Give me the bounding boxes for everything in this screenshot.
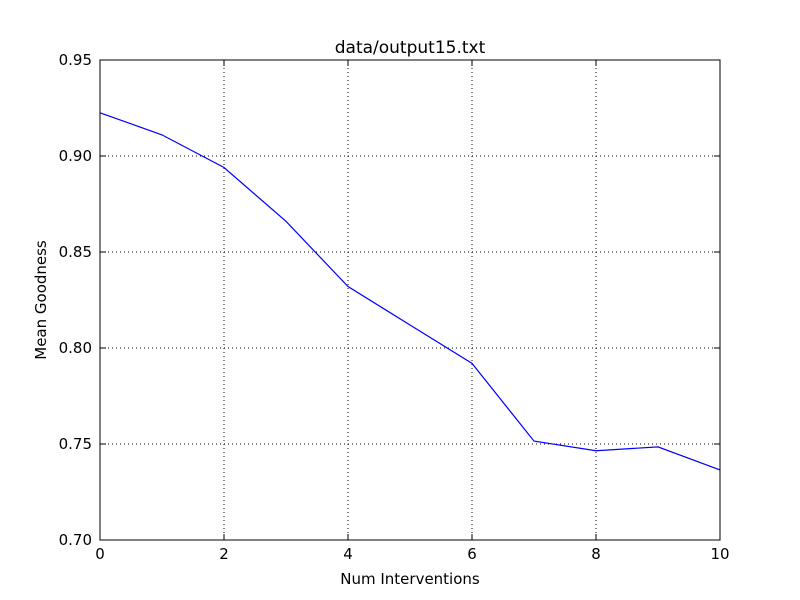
series-line (99, 112, 721, 471)
plot-area-frame (99, 59, 721, 541)
y-tick-label: 0.95 (59, 51, 92, 69)
x-tick-label: 8 (591, 545, 601, 563)
y-tick-label: 0.85 (59, 243, 92, 261)
x-tick-label: 6 (467, 545, 477, 563)
x-axis-label: Num Interventions (340, 570, 480, 588)
y-tick-label: 0.70 (59, 531, 92, 549)
x-tick-label: 10 (710, 545, 729, 563)
y-tick-label: 0.75 (59, 435, 92, 453)
y-tick-label: 0.80 (59, 339, 92, 357)
x-tick-label: 4 (343, 545, 353, 563)
grid-lines (100, 60, 720, 540)
y-axis-label: Mean Goodness (32, 240, 50, 360)
y-tick-label: 0.90 (59, 147, 92, 165)
axis-ticks: 0 2 4 6 8 10 0.70 0.75 0.80 0.85 0.90 0.95 (59, 51, 730, 563)
x-tick-label: 2 (219, 545, 229, 563)
chart-title: data/output15.txt (335, 38, 486, 58)
x-tick-label: 0 (95, 545, 105, 563)
series-lines (99, 112, 721, 471)
